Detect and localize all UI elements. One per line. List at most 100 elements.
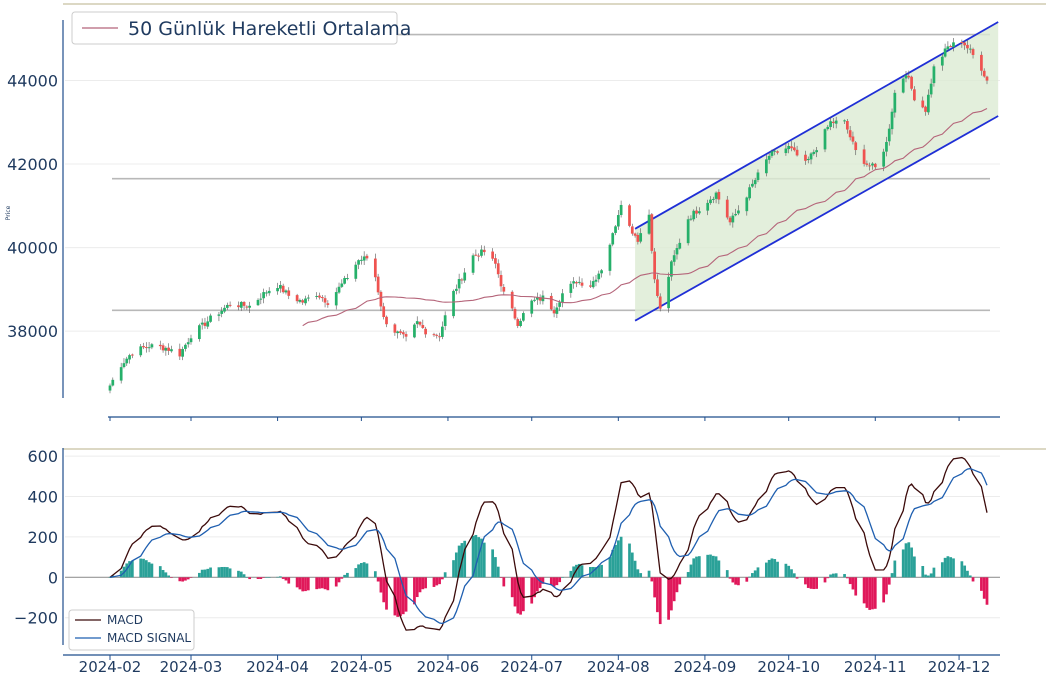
candle-body: [516, 319, 520, 326]
candle-body: [373, 258, 377, 278]
macd-histogram-bar: [119, 570, 123, 578]
macd-histogram-bar: [521, 577, 525, 612]
macd-xtick-label: 2024-10: [757, 658, 820, 676]
candle-body: [513, 308, 517, 319]
macd-histogram-bar: [306, 577, 310, 591]
candle-body: [795, 149, 799, 156]
candle-body: [594, 279, 598, 282]
macd-histogram-bar: [315, 577, 319, 590]
price-ytick-label: 42000: [7, 155, 58, 174]
macd-histogram-bar: [787, 565, 791, 578]
macd-histogram-bar: [239, 571, 243, 578]
macd-histogram-bar: [854, 577, 858, 596]
macd-histogram-bar: [901, 549, 905, 578]
macd-histogram-bar: [530, 577, 534, 604]
macd-histogram-bar: [242, 574, 246, 578]
candle-body: [862, 149, 866, 164]
candle-body: [198, 325, 201, 340]
macd-histogram-bar: [385, 577, 388, 610]
macd-histogram-bar: [832, 573, 835, 578]
candle-body: [658, 296, 662, 309]
macd-histogram-bar: [147, 562, 151, 578]
candle-body: [144, 347, 148, 349]
candle-body: [365, 255, 369, 259]
macd-histogram-bar: [267, 577, 271, 578]
macd-signal-line: [109, 467, 988, 625]
macd-histogram-bar: [379, 577, 383, 593]
macd-histogram-bar: [924, 574, 927, 578]
macd-histogram-bar: [510, 577, 514, 598]
macd-histogram-bar: [295, 577, 299, 588]
macd-histogram-bar: [287, 577, 291, 584]
macd-histogram-bar: [650, 577, 654, 582]
macd-histogram-bar: [868, 577, 872, 610]
macd-histogram-bar: [376, 577, 380, 582]
candle-body: [399, 331, 402, 333]
candle-body: [178, 348, 182, 357]
macd-histogram-bar: [413, 577, 416, 605]
candle-body: [773, 150, 777, 152]
candle-body: [695, 210, 698, 214]
macd-xtick-label: 2024-11: [844, 658, 907, 676]
macd-histogram-bar: [441, 577, 444, 580]
candle-body: [421, 324, 425, 329]
macd-histogram-bar: [614, 544, 617, 578]
candle-body: [362, 256, 366, 261]
macd-ytick-label: 200: [27, 528, 58, 547]
macd-histogram-bar: [597, 565, 601, 578]
price-ytick-label: 44000: [7, 71, 58, 90]
candle-body: [809, 153, 813, 160]
macd-histogram-bar: [963, 565, 967, 578]
candle-body: [343, 277, 346, 284]
ma-legend-label: 50 Günlük Hareketli Ortalama: [128, 18, 411, 40]
candle-body: [499, 275, 503, 287]
macd-ytick-label: 400: [27, 487, 58, 506]
macd-histogram-bar: [401, 577, 405, 615]
channel-upper-line: [634, 21, 999, 230]
candle-body: [697, 211, 701, 214]
macd-ytick-label: 600: [27, 447, 58, 466]
candle-body: [943, 48, 947, 57]
candle-body: [692, 210, 696, 220]
macd-histogram-bar: [125, 563, 129, 578]
macd-histogram-bar: [589, 567, 592, 578]
candle-body: [521, 313, 525, 321]
macd-histogram-bar: [960, 561, 964, 578]
channel-lower-line: [634, 115, 999, 322]
candle-body: [549, 295, 553, 310]
macd-histogram-bar: [982, 577, 986, 599]
macd-histogram-bar: [519, 577, 522, 615]
macd-histogram-bar: [812, 577, 816, 590]
macd-histogram-bar: [150, 563, 154, 578]
macd-histogram-bar: [653, 577, 656, 598]
macd-xtick-label: 2024-02: [79, 658, 142, 676]
macd-histogram-bar: [494, 557, 497, 578]
macd-histogram-bar: [929, 573, 933, 578]
macd-histogram-bar: [499, 577, 503, 578]
macd-histogram-bar: [971, 577, 975, 582]
candle-body: [217, 314, 221, 316]
candle-body: [393, 324, 397, 333]
candle-body: [804, 154, 807, 161]
candle-body: [150, 344, 154, 348]
macd-histogram-bar: [748, 576, 751, 578]
macd-histogram-bar: [513, 577, 517, 607]
candle-body: [672, 255, 676, 262]
channel-fill: [635, 22, 999, 321]
macd-histogram-bar: [910, 547, 913, 578]
candle-body: [904, 75, 908, 79]
candle-body: [125, 358, 129, 364]
macd-histogram-bar: [142, 558, 145, 578]
macd-histogram-bar: [815, 577, 818, 589]
candle-body: [589, 285, 592, 287]
candle-body: [538, 297, 542, 301]
macd-histogram-bar: [675, 577, 679, 593]
macd-histogram-bar: [555, 577, 559, 586]
candle-body: [611, 233, 615, 245]
candle-body: [167, 347, 171, 351]
macd-histogram-bar: [130, 560, 134, 578]
macd-histogram-bar: [365, 563, 369, 578]
price-ytick-label: 40000: [7, 239, 58, 258]
macd-histogram-bar: [672, 577, 676, 602]
candle-body: [675, 248, 679, 255]
